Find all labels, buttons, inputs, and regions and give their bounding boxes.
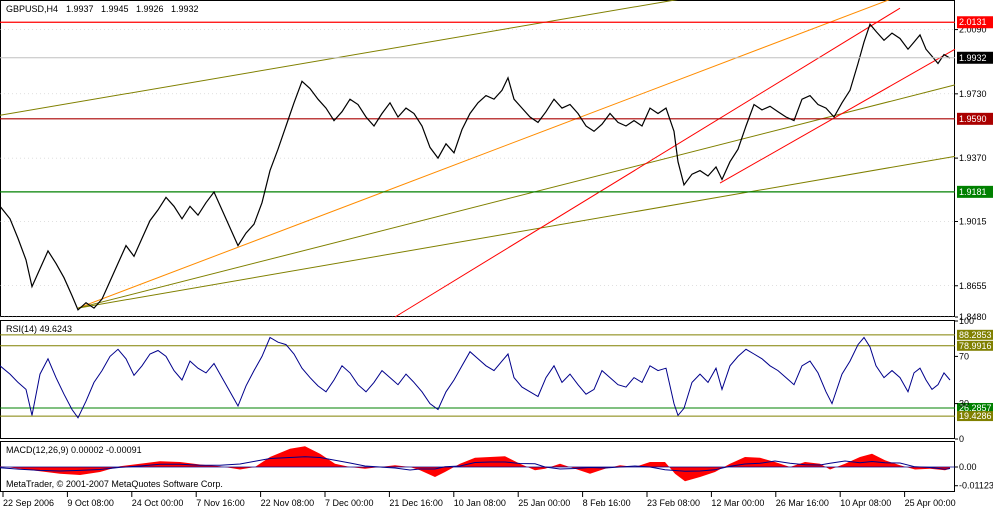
level-label: 1.9181 — [959, 187, 987, 197]
trendline-fan-1 — [77, 0, 890, 309]
level-label: 2.0131 — [959, 17, 987, 27]
price-tick-label: 1.9015 — [959, 216, 987, 226]
rsi-title: RSI(14) 49.6243 — [6, 324, 72, 334]
trendline-red-channel-top — [394, 7, 901, 318]
current-price-box — [957, 51, 993, 64]
time-tick-label: 22 Nov 08:00 — [261, 498, 315, 508]
rsi-series-line — [0, 336, 951, 419]
price-tick-label: 1.9370 — [959, 153, 987, 163]
price-header-close: 1.9932 — [171, 4, 199, 14]
price-series-line — [0, 22, 951, 311]
price-header-symbol: GBPUSD,H4 — [6, 4, 58, 14]
rsi-level-label: 78.9916 — [959, 341, 992, 351]
rsi-panel[interactable]: RSI(14) 49.6243 — [0, 320, 955, 439]
current-price-label: 1.9932 — [959, 53, 987, 63]
trendlines[interactable] — [0, 0, 956, 318]
price-tick-label: 2.0090 — [959, 25, 987, 35]
level-label-box — [957, 185, 993, 198]
price-header-open: 1.9937 — [66, 4, 94, 14]
time-tick-label: 25 Jan 00:00 — [518, 498, 570, 508]
time-tick-label: 24 Oct 00:00 — [132, 498, 184, 508]
rsi-level-label: 26.2857 — [959, 403, 992, 413]
trendline-red-channel-bottom — [719, 48, 956, 184]
macd-title: MACD(12,26,9) 0.00002 -0.00091 — [6, 445, 142, 455]
copyright-text: MetaTrader, © 2001-2007 MetaQuotes Softw… — [6, 479, 223, 489]
level-label-box — [957, 112, 993, 125]
time-axis: 22 Sep 2006 9 Oct 08:00 24 Oct 00:00 7 Nov … — [2, 492, 956, 508]
price-panel[interactable]: GBPUSD,H4 1.9937 1.9945 1.9926 1.9932 — [0, 0, 956, 318]
price-header-high: 1.9945 — [101, 4, 129, 14]
rsi-panel-frame — [0, 320, 955, 439]
level-label-box — [957, 16, 993, 29]
rsi-level-box — [957, 329, 993, 340]
time-tick-label: 23 Feb 08:00 — [647, 498, 700, 508]
time-tick-label: 7 Dec 00:00 — [325, 498, 374, 508]
time-tick-label: 9 Oct 08:00 — [67, 498, 114, 508]
macd-axis: 0.00 -0.01123 — [955, 462, 993, 491]
price-tick-label: 1.8655 — [959, 281, 987, 291]
rsi-tick-label: 70 — [959, 351, 969, 361]
price-tick-label: 1.8480 — [959, 312, 987, 322]
time-tick-label: 10 Apr 08:00 — [840, 498, 891, 508]
level-label: 1.9590 — [959, 114, 987, 124]
macd-tick-label: 0.00 — [959, 462, 977, 472]
price-header-low: 1.9926 — [136, 4, 164, 14]
rsi-level-label: 88.2853 — [959, 330, 992, 340]
rsi-tick-label: 30 — [959, 399, 969, 409]
rsi-level-box — [957, 402, 993, 413]
macd-signal-line — [0, 456, 951, 472]
price-tick-label: 1.9730 — [959, 89, 987, 99]
trendline-fan-2 — [77, 84, 956, 309]
time-tick-label: 26 Mar 16:00 — [776, 498, 829, 508]
horizontal-levels[interactable] — [0, 21, 955, 193]
time-tick-label: 12 Mar 00:00 — [711, 498, 764, 508]
rsi-level-box — [957, 411, 993, 422]
trendline-fan-3 — [77, 155, 956, 309]
time-tick-label: 22 Sep 2006 — [3, 498, 54, 508]
macd-histogram-area — [0, 446, 950, 482]
rsi-level-label: 19.4286 — [959, 411, 992, 421]
trendline-channel-top — [0, 0, 678, 116]
macd-panel[interactable]: MACD(12,26,9) 0.00002 -0.00091 — [0, 441, 955, 492]
rsi-tick-label: 0 — [959, 434, 964, 444]
price-panel-frame — [0, 0, 955, 317]
time-tick-label: 10 Jan 08:00 — [454, 498, 506, 508]
time-tick-label: 7 Nov 16:00 — [196, 498, 245, 508]
rsi-tick-label: 100 — [959, 316, 974, 326]
time-tick-label: 25 Apr 00:00 — [905, 498, 956, 508]
time-tick-label: 8 Feb 16:00 — [583, 498, 631, 508]
rsi-level-box — [957, 340, 993, 351]
time-tick-label: 21 Dec 16:00 — [389, 498, 443, 508]
price-axis[interactable]: 2.0090 1.9730 1.9370 1.9015 1.8655 1.8480 2.01… — [955, 16, 993, 322]
rsi-levels — [0, 334, 955, 417]
macd-tick-label: -0.01123 — [959, 481, 993, 491]
